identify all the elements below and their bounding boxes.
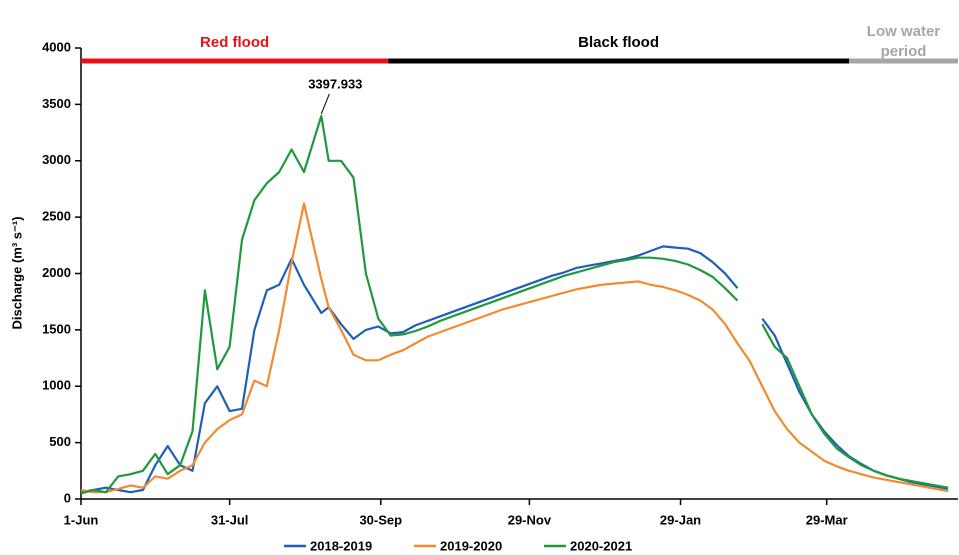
- annotation: 3397.933: [308, 76, 362, 91]
- legend-label: 2019-2020: [440, 538, 502, 553]
- data-line: [80, 114, 949, 495]
- x-tick-label: 31-Jul: [211, 512, 249, 527]
- y-tick-label: 500: [49, 434, 71, 449]
- y-tick-label: 0: [64, 490, 71, 505]
- y-tick-label: 4000: [42, 39, 71, 54]
- x-tick-label: 29-Nov: [508, 512, 552, 527]
- x-tick-label: 1-Jun: [64, 512, 99, 527]
- y-tick-label: 1000: [42, 378, 71, 393]
- y-tick-label: 3500: [42, 96, 71, 111]
- y-tick-label: 3000: [42, 152, 71, 167]
- y-tick-label: 2000: [42, 265, 71, 280]
- x-tick-label: 29-Jan: [660, 512, 701, 527]
- data-line: [80, 202, 949, 494]
- period-label: Red flood: [200, 34, 270, 51]
- legend-label: 2020-2021: [570, 538, 632, 553]
- y-tick-label: 1500: [42, 321, 71, 336]
- x-tick-label: 29-Mar: [806, 512, 848, 527]
- legend-label: 2018-2019: [310, 538, 372, 553]
- period-label: Low water period: [866, 23, 941, 60]
- period-label: Black flood: [578, 34, 660, 51]
- y-tick-label: 2500: [42, 209, 71, 224]
- x-tick-label: 30-Sep: [359, 512, 402, 527]
- y-axis-label: Discharge (m³ s⁻¹): [9, 216, 24, 329]
- annotation-leader: [320, 93, 330, 115]
